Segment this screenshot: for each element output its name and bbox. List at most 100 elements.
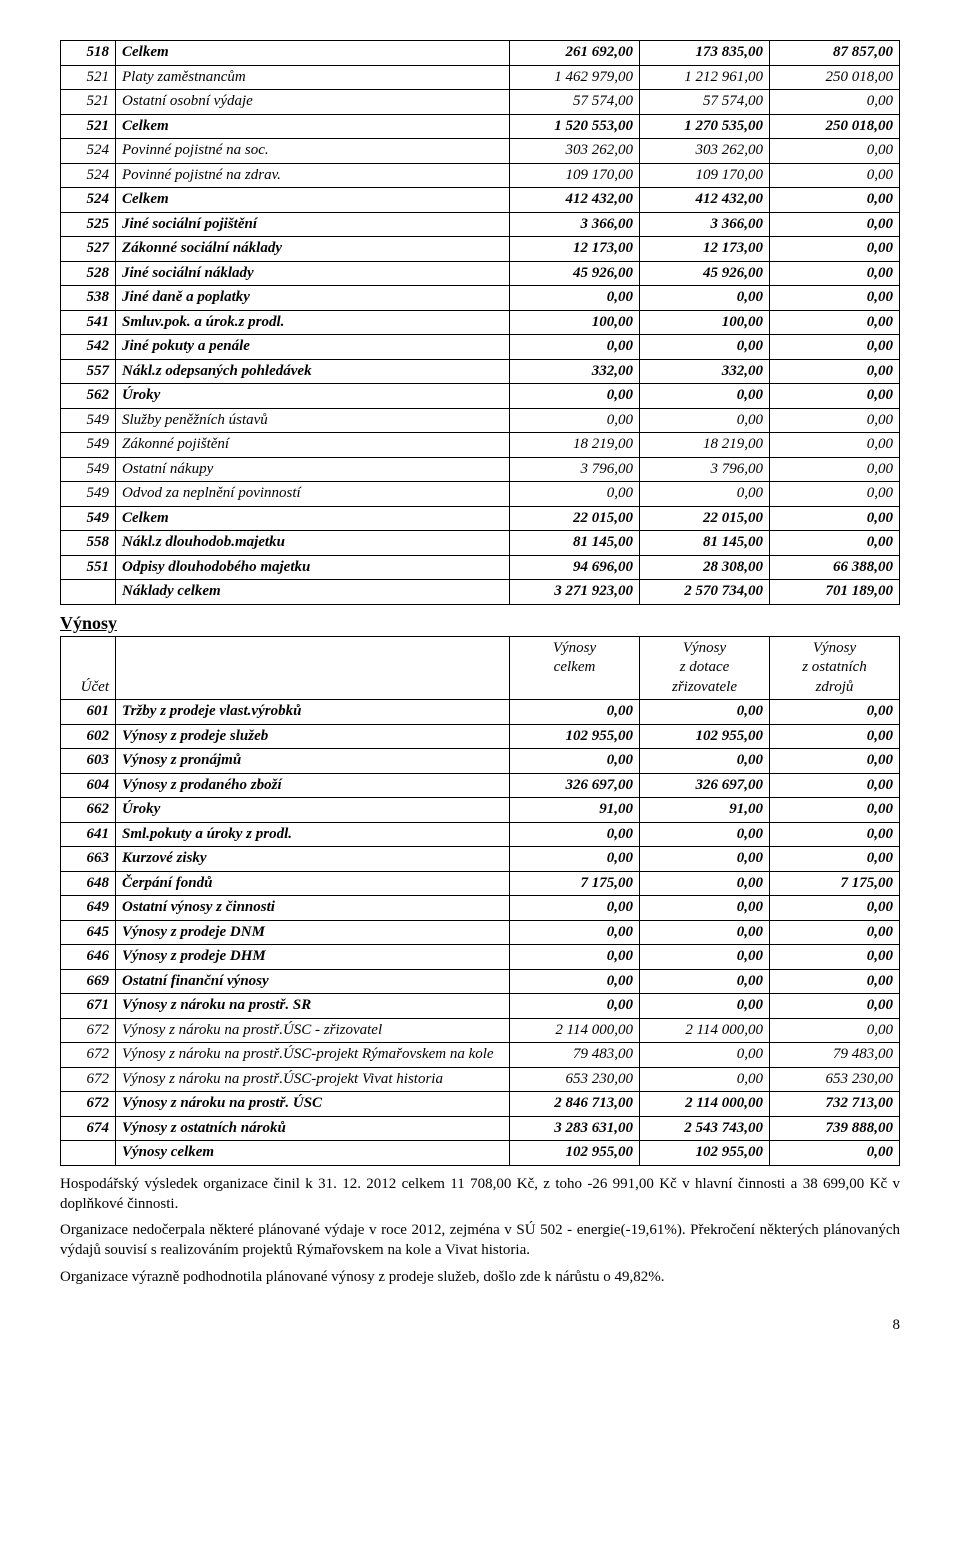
naklady-row: 525Jiné sociální pojištění3 366,003 366,… — [61, 212, 900, 237]
row-v2: 22 015,00 — [640, 506, 770, 531]
row-v1: 3 366,00 — [510, 212, 640, 237]
naklady-row: 551Odpisy dlouhodobého majetku94 696,002… — [61, 555, 900, 580]
row-v1: 0,00 — [510, 920, 640, 945]
naklady-row: 524Povinné pojistné na soc.303 262,00303… — [61, 139, 900, 164]
row-v1: 12 173,00 — [510, 237, 640, 262]
vynosy-row: 672Výnosy z nároku na prostř.ÚSC - zřizo… — [61, 1018, 900, 1043]
row-desc: Povinné pojistné na soc. — [116, 139, 510, 164]
vynosy-row: Výnosy celkem102 955,00102 955,000,00 — [61, 1141, 900, 1166]
row-v2: 45 926,00 — [640, 261, 770, 286]
row-v3: 0,00 — [770, 163, 900, 188]
row-v3: 0,00 — [770, 482, 900, 507]
row-code: 527 — [61, 237, 116, 262]
row-code: 549 — [61, 408, 116, 433]
naklady-row: 549Ostatní nákupy3 796,003 796,000,00 — [61, 457, 900, 482]
row-v3: 739 888,00 — [770, 1116, 900, 1141]
row-v3: 0,00 — [770, 433, 900, 458]
row-code: 672 — [61, 1092, 116, 1117]
row-desc: Povinné pojistné na zdrav. — [116, 163, 510, 188]
naklady-row: 558Nákl.z dlouhodob.majetku81 145,0081 1… — [61, 531, 900, 556]
vynosy-heading: Výnosy — [60, 613, 900, 634]
row-v1: 0,00 — [510, 408, 640, 433]
row-v3: 0,00 — [770, 1018, 900, 1043]
row-v3: 79 483,00 — [770, 1043, 900, 1068]
row-v3: 0,00 — [770, 531, 900, 556]
row-code: 518 — [61, 41, 116, 66]
row-code: 549 — [61, 506, 116, 531]
naklady-row: 527Zákonné sociální náklady12 173,0012 1… — [61, 237, 900, 262]
row-v3: 66 388,00 — [770, 555, 900, 580]
row-v3: 0,00 — [770, 310, 900, 335]
row-v2: 326 697,00 — [640, 773, 770, 798]
header-col3: Výnosy z ostatních zdrojů — [770, 636, 900, 700]
row-v2: 303 262,00 — [640, 139, 770, 164]
row-desc: Výnosy z pronájmů — [116, 749, 510, 774]
row-v2: 0,00 — [640, 969, 770, 994]
vynosy-row: 669Ostatní finanční výnosy0,000,000,00 — [61, 969, 900, 994]
row-v1: 0,00 — [510, 749, 640, 774]
row-desc: Výnosy z nároku na prostř. SR — [116, 994, 510, 1019]
row-v3: 0,00 — [770, 384, 900, 409]
row-v3: 0,00 — [770, 920, 900, 945]
paragraph-2: Organizace nedočerpala některé plánované… — [60, 1220, 900, 1261]
row-v2: 2 543 743,00 — [640, 1116, 770, 1141]
row-v1: 57 574,00 — [510, 90, 640, 115]
row-v3: 0,00 — [770, 798, 900, 823]
row-v3: 0,00 — [770, 286, 900, 311]
row-v1: 326 697,00 — [510, 773, 640, 798]
vynosy-row: 672Výnosy z nároku na prostř.ÚSC-projekt… — [61, 1043, 900, 1068]
row-desc: Služby peněžních ústavů — [116, 408, 510, 433]
row-v3: 0,00 — [770, 700, 900, 725]
naklady-row: 521Platy zaměstnancům1 462 979,001 212 9… — [61, 65, 900, 90]
row-code: 674 — [61, 1116, 116, 1141]
row-code: 662 — [61, 798, 116, 823]
row-code: 525 — [61, 212, 116, 237]
row-v1: 109 170,00 — [510, 163, 640, 188]
vynosy-row: 648Čerpání fondů7 175,000,007 175,00 — [61, 871, 900, 896]
naklady-row: 541Smluv.pok. a úrok.z prodl.100,00100,0… — [61, 310, 900, 335]
row-v1: 0,00 — [510, 994, 640, 1019]
row-v3: 0,00 — [770, 822, 900, 847]
row-v1: 91,00 — [510, 798, 640, 823]
row-v3: 0,00 — [770, 359, 900, 384]
vynosy-row: 672Výnosy z nároku na prostř. ÚSC2 846 7… — [61, 1092, 900, 1117]
row-code: 538 — [61, 286, 116, 311]
row-v1: 0,00 — [510, 286, 640, 311]
naklady-row: 562Úroky0,000,000,00 — [61, 384, 900, 409]
row-v3: 7 175,00 — [770, 871, 900, 896]
row-v2: 100,00 — [640, 310, 770, 335]
row-desc: Platy zaměstnancům — [116, 65, 510, 90]
row-desc: Jiné daně a poplatky — [116, 286, 510, 311]
vynosy-row: 672Výnosy z nároku na prostř.ÚSC-projekt… — [61, 1067, 900, 1092]
row-code: 557 — [61, 359, 116, 384]
naklady-row: 538Jiné daně a poplatky0,000,000,00 — [61, 286, 900, 311]
row-v2: 2 114 000,00 — [640, 1018, 770, 1043]
row-code: 528 — [61, 261, 116, 286]
vynosy-row: 645Výnosy z prodeje DNM0,000,000,00 — [61, 920, 900, 945]
row-v1: 81 145,00 — [510, 531, 640, 556]
row-desc: Sml.pokuty a úroky z prodl. — [116, 822, 510, 847]
row-v3: 0,00 — [770, 506, 900, 531]
row-desc: Výnosy z prodaného zboží — [116, 773, 510, 798]
row-code: 551 — [61, 555, 116, 580]
row-v3: 732 713,00 — [770, 1092, 900, 1117]
row-desc: Celkem — [116, 41, 510, 66]
row-v3: 0,00 — [770, 969, 900, 994]
row-desc: Ostatní nákupy — [116, 457, 510, 482]
naklady-row: 524Povinné pojistné na zdrav.109 170,001… — [61, 163, 900, 188]
naklady-table: 518Celkem261 692,00173 835,0087 857,0052… — [60, 40, 900, 605]
row-code: 602 — [61, 724, 116, 749]
row-desc: Zákonné pojištění — [116, 433, 510, 458]
row-code: 521 — [61, 90, 116, 115]
row-v2: 109 170,00 — [640, 163, 770, 188]
row-desc: Kurzové zisky — [116, 847, 510, 872]
row-desc: Výnosy celkem — [116, 1141, 510, 1166]
row-desc: Zákonné sociální náklady — [116, 237, 510, 262]
paragraph-1: Hospodářský výsledek organizace činil k … — [60, 1174, 900, 1215]
row-desc: Jiné sociální pojištění — [116, 212, 510, 237]
row-code: 645 — [61, 920, 116, 945]
row-desc: Úroky — [116, 384, 510, 409]
row-desc: Celkem — [116, 114, 510, 139]
row-code: 601 — [61, 700, 116, 725]
row-v1: 412 432,00 — [510, 188, 640, 213]
